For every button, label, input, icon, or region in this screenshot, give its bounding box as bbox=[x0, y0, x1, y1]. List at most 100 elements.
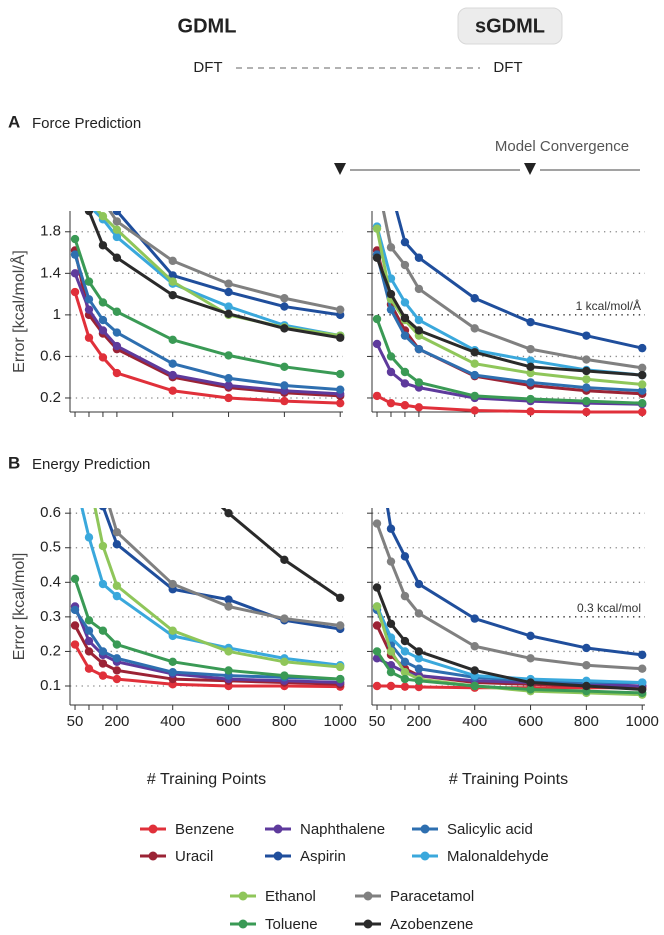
dft-right: DFT bbox=[493, 59, 522, 76]
data-point bbox=[336, 369, 345, 379]
data-point bbox=[85, 176, 93, 184]
data-point bbox=[386, 274, 396, 283]
data-point bbox=[336, 305, 345, 314]
data-point bbox=[98, 659, 108, 668]
data-point bbox=[224, 602, 233, 611]
data-point bbox=[168, 335, 177, 345]
data-point bbox=[582, 331, 591, 340]
data-point bbox=[470, 614, 479, 623]
gdml-title: GDML bbox=[178, 15, 237, 37]
x-tick-label: 600 bbox=[216, 713, 241, 730]
data-point bbox=[386, 289, 396, 299]
data-point bbox=[112, 211, 122, 216]
series-line bbox=[220, 508, 342, 600]
data-point bbox=[280, 302, 289, 311]
data-point bbox=[414, 654, 424, 663]
data-point bbox=[582, 383, 591, 392]
series-group bbox=[70, 371, 345, 691]
data-point bbox=[112, 581, 122, 590]
data-point bbox=[414, 315, 424, 325]
y-axis-label: Error [kcal/mol/Å] bbox=[9, 250, 28, 373]
data-point bbox=[386, 352, 396, 361]
data-point bbox=[224, 666, 233, 675]
data-point bbox=[84, 664, 94, 673]
series-group bbox=[372, 508, 647, 699]
data-point bbox=[386, 647, 396, 656]
legend-swatch bbox=[273, 851, 283, 861]
data-point bbox=[112, 341, 122, 351]
data-point bbox=[84, 647, 94, 656]
data-point bbox=[400, 682, 410, 691]
data-point bbox=[98, 647, 108, 656]
data-point bbox=[98, 353, 108, 362]
data-point bbox=[84, 626, 94, 635]
data-point bbox=[224, 374, 233, 383]
data-point bbox=[400, 636, 410, 646]
data-point bbox=[400, 237, 410, 247]
data-point bbox=[84, 333, 94, 342]
data-point bbox=[70, 234, 80, 244]
data-point bbox=[638, 343, 647, 353]
data-point bbox=[400, 552, 410, 561]
data-point bbox=[470, 642, 479, 651]
data-point bbox=[400, 647, 410, 656]
x-tick-label: 1000 bbox=[626, 713, 659, 730]
data-point bbox=[98, 326, 108, 335]
panel-letter: A bbox=[8, 112, 20, 131]
data-point bbox=[280, 294, 289, 303]
data-point bbox=[400, 298, 410, 307]
data-point bbox=[470, 370, 479, 380]
data-point bbox=[386, 557, 396, 566]
data-point bbox=[387, 186, 395, 194]
data-point bbox=[470, 324, 479, 333]
x-tick-label: 200 bbox=[104, 713, 129, 730]
data-point bbox=[582, 643, 591, 653]
reference-label: 0.3 kcal/mol bbox=[577, 601, 641, 615]
data-point bbox=[336, 385, 345, 394]
data-point bbox=[470, 294, 479, 303]
legend-label: Toluene bbox=[265, 916, 318, 933]
data-point bbox=[99, 371, 107, 379]
data-point bbox=[638, 380, 647, 389]
data-point bbox=[112, 307, 122, 316]
data-point bbox=[400, 674, 410, 684]
data-point bbox=[386, 367, 396, 377]
x-axis-label: # Training Points bbox=[147, 771, 266, 788]
data-point bbox=[582, 396, 591, 406]
data-point bbox=[112, 328, 122, 337]
convergence-label: Model Convergence bbox=[495, 138, 629, 155]
data-point bbox=[638, 370, 647, 380]
legend-label: Malonaldehyde bbox=[447, 848, 549, 865]
data-point bbox=[99, 196, 107, 204]
data-point bbox=[280, 555, 289, 565]
data-point bbox=[582, 407, 591, 417]
x-tick-label: 1000 bbox=[324, 713, 357, 730]
data-point bbox=[280, 396, 289, 406]
data-point bbox=[224, 351, 233, 360]
data-point bbox=[70, 269, 80, 278]
data-point bbox=[638, 650, 647, 660]
data-point bbox=[526, 317, 535, 327]
data-point bbox=[280, 381, 289, 390]
data-point bbox=[400, 591, 410, 601]
data-point bbox=[224, 287, 233, 297]
data-point bbox=[112, 225, 122, 234]
data-point bbox=[414, 664, 424, 673]
data-point bbox=[280, 324, 289, 333]
data-point bbox=[70, 250, 80, 259]
x-tick-label: 400 bbox=[462, 713, 487, 730]
data-point bbox=[400, 260, 410, 270]
data-point bbox=[98, 671, 108, 680]
data-point bbox=[224, 393, 233, 403]
series-line bbox=[108, 508, 341, 627]
series-line bbox=[375, 254, 643, 393]
data-point bbox=[414, 344, 424, 354]
data-point bbox=[414, 609, 424, 618]
data-point bbox=[98, 579, 108, 589]
data-point bbox=[336, 333, 345, 342]
data-point bbox=[638, 664, 647, 673]
y-axis-label: Error [kcal/mol] bbox=[11, 553, 28, 661]
data-point bbox=[373, 144, 381, 152]
legend-swatch bbox=[273, 824, 283, 834]
data-point bbox=[280, 362, 289, 372]
